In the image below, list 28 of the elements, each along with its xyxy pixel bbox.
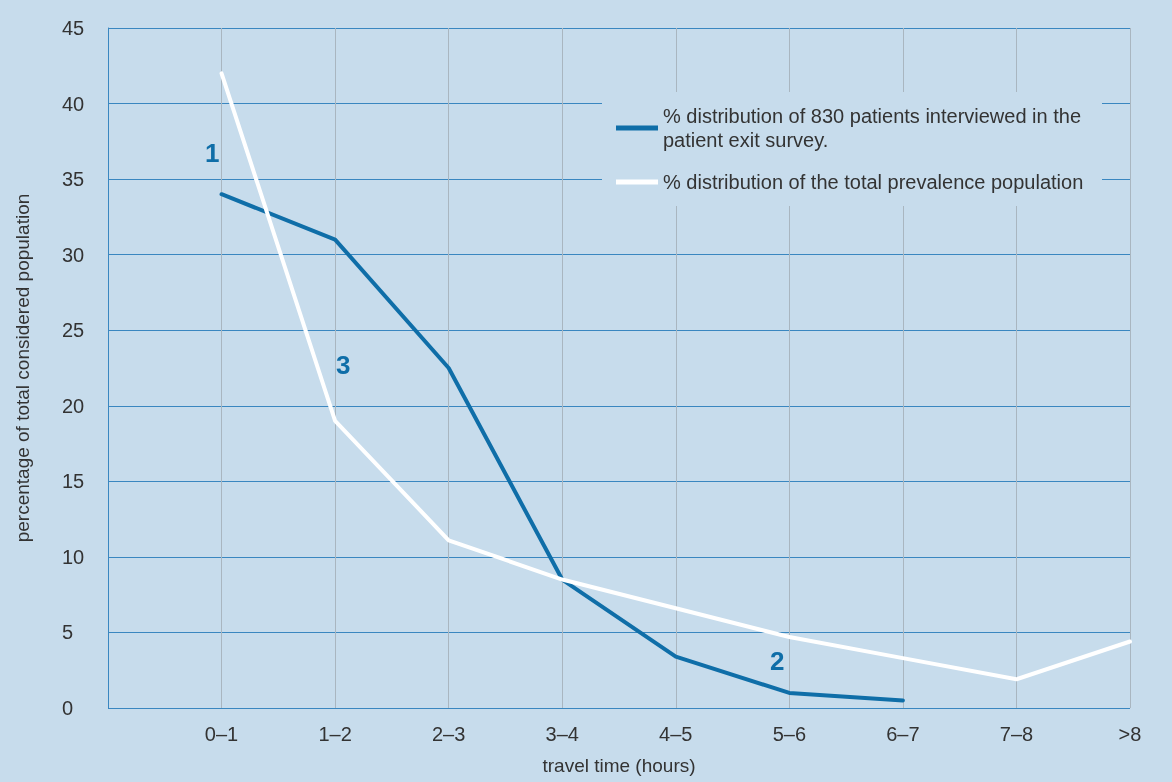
annotation: 3 (336, 350, 351, 380)
y-tick-label: 30 (62, 243, 85, 266)
y-tick-label: 25 (62, 319, 85, 342)
x-tick-label: >8 (1118, 723, 1142, 745)
annotation: 1 (205, 138, 220, 168)
legend-label: % distribution of 830 patients interviewed in the patient exit survey. (663, 105, 1087, 151)
y-tick-label: 15 (62, 470, 85, 493)
x-axis-title: travel time (hours) (542, 755, 696, 776)
y-tick-label: 0 (62, 697, 74, 719)
legend-label: % distribution of the total prevalence population (663, 171, 1084, 193)
line-series (219, 71, 1132, 682)
y-tick-label: 20 (62, 394, 85, 417)
y-tick-label: 5 (62, 621, 74, 644)
y-tick-label: 35 (62, 168, 85, 191)
y-axis-title: percentage of total considered population (12, 193, 33, 543)
x-tick-label: 3–4 (545, 723, 579, 745)
y-tick-label: 40 (62, 92, 85, 115)
y-tick-label: 10 (62, 545, 85, 568)
annotation: 2 (770, 646, 785, 676)
x-tick-label: 6–7 (886, 723, 920, 745)
x-tick-label: 0–1 (204, 723, 239, 745)
line-series (219, 192, 905, 703)
x-tick-label: 7–8 (999, 723, 1034, 745)
x-tick-label: 2–3 (431, 723, 466, 745)
x-tick-label: 4–5 (659, 723, 693, 745)
x-tick-label: 5–6 (772, 723, 807, 745)
x-tick-label: 1–2 (318, 723, 352, 745)
y-tick-label: 45 (62, 17, 85, 39)
